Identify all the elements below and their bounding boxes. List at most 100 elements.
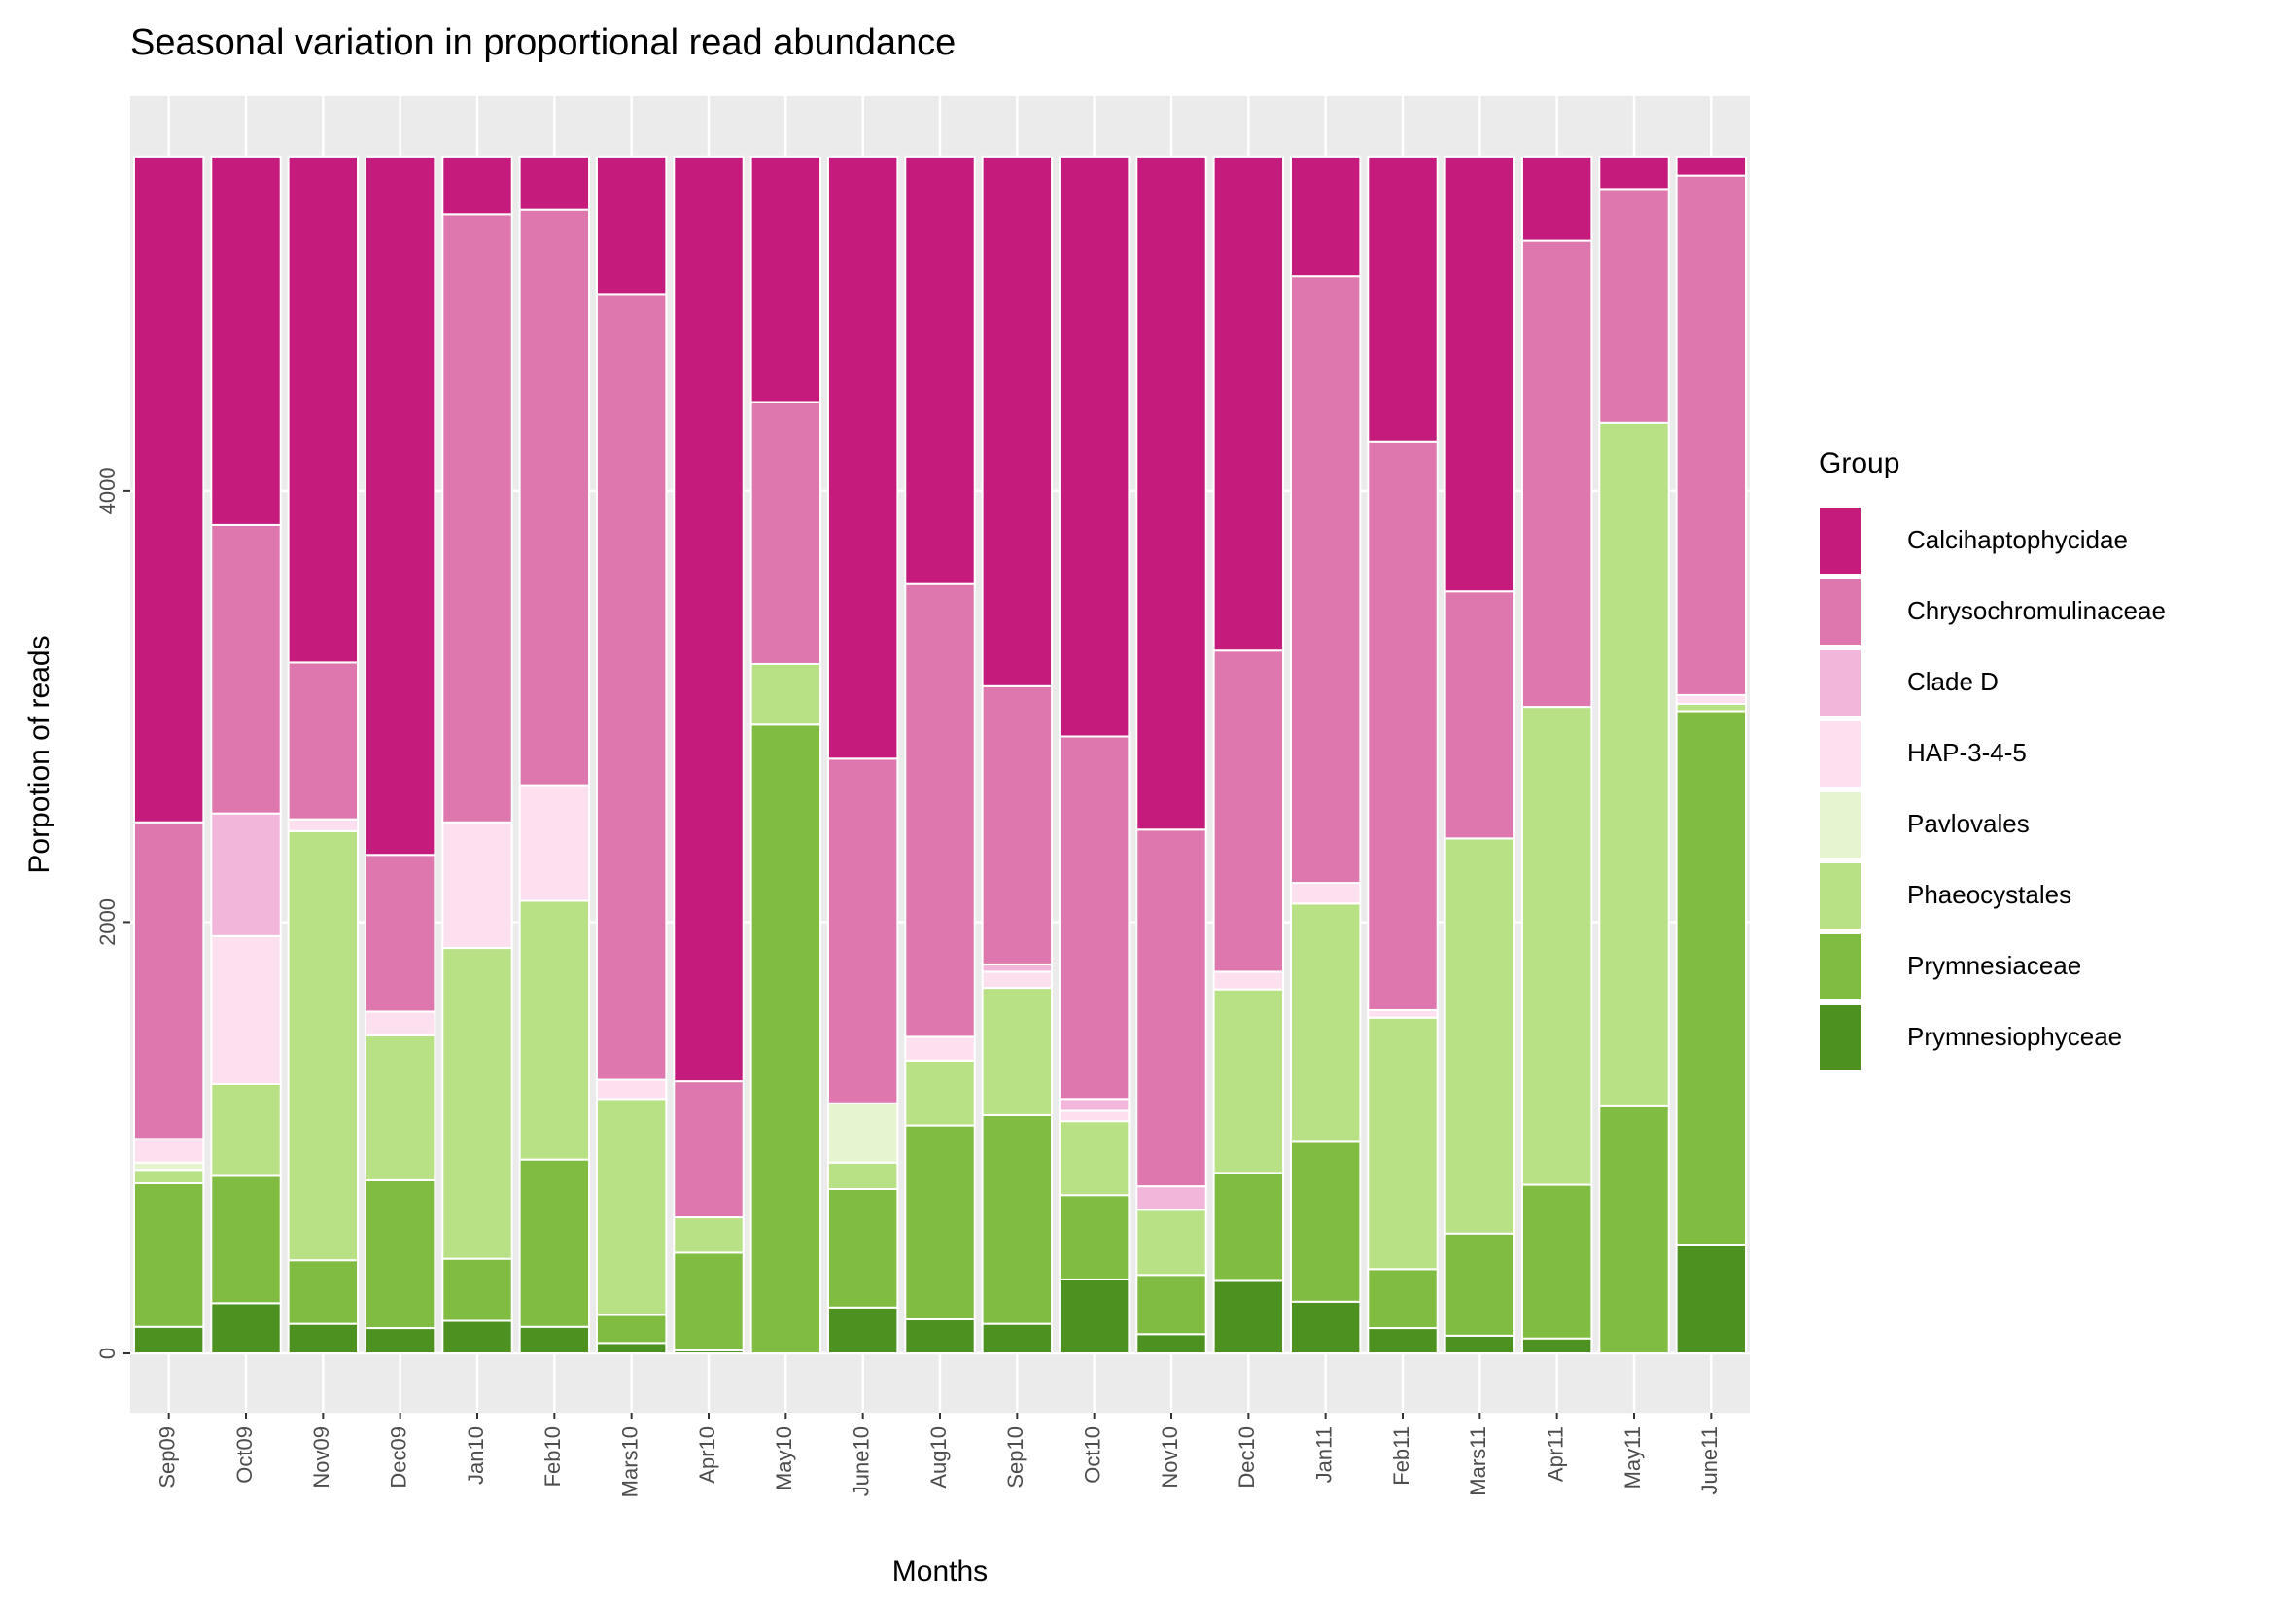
- bar-segment: [981, 963, 1054, 973]
- bar-segment: [210, 155, 282, 526]
- bar-segment: [518, 208, 591, 787]
- bar-segment: [1212, 970, 1285, 991]
- bar-segment: [1058, 155, 1131, 738]
- bar-segment: [1058, 1098, 1131, 1112]
- y-axis-title: Porpotion of reads: [23, 635, 55, 873]
- x-tick-label: Oct09: [232, 1426, 257, 1484]
- legend-key: [1818, 578, 1862, 647]
- bar-segment: [1135, 1274, 1207, 1336]
- y-tick-label: 0: [95, 1348, 120, 1359]
- bar-segment: [287, 155, 360, 664]
- bar-segment: [287, 1322, 360, 1355]
- bar-segment: [210, 1174, 282, 1305]
- x-tick-label: Sep09: [155, 1426, 179, 1489]
- bar-segment: [1058, 1120, 1131, 1197]
- bar-segment: [749, 155, 822, 403]
- bar-segment: [1289, 1140, 1362, 1303]
- bar-segment: [1212, 988, 1285, 1174]
- bar-segment: [981, 684, 1054, 965]
- bar-segment: [1675, 155, 1748, 177]
- bar-segment: [364, 1010, 436, 1036]
- bar-segment: [1135, 155, 1207, 831]
- bar-segment: [1367, 1327, 1439, 1355]
- bar-segment: [287, 818, 360, 832]
- bar-segment: [1058, 1109, 1131, 1123]
- bar-segment: [441, 1257, 513, 1322]
- bar-segment: [673, 1216, 745, 1254]
- x-tick-label: Aug10: [926, 1426, 951, 1489]
- legend-label: Chrysochromulinaceae: [1907, 596, 2166, 625]
- x-tick-label: Oct10: [1080, 1426, 1104, 1484]
- bar-segment: [132, 1138, 205, 1164]
- x-axis-title: Months: [892, 1556, 988, 1588]
- legend-label: Clade D: [1907, 667, 1999, 696]
- bar-segment: [904, 1124, 976, 1320]
- bar-segment: [1212, 155, 1285, 652]
- y-tick-label: 4000: [95, 467, 120, 514]
- bar-segment: [1444, 837, 1516, 1235]
- bar-segment: [1444, 590, 1516, 840]
- x-tick-label: June10: [849, 1426, 873, 1496]
- legend-label: HAP-3-4-5: [1907, 738, 2027, 767]
- bar-segment: [1520, 155, 1593, 242]
- bar-segment: [441, 1319, 513, 1355]
- bar-segment: [1444, 1232, 1516, 1337]
- bar-segment: [1444, 1334, 1516, 1355]
- x-tick-label: Jan11: [1311, 1426, 1336, 1483]
- bar-segment: [595, 155, 668, 296]
- bar-segment: [826, 1188, 899, 1309]
- bar-segment: [518, 899, 591, 1161]
- legend-key: [1818, 1003, 1862, 1072]
- bar-segment: [1598, 188, 1670, 424]
- bar-segment: [1289, 1300, 1362, 1355]
- bar-segment: [1289, 902, 1362, 1143]
- bar-segment: [518, 1158, 591, 1328]
- x-tick-label: Dec10: [1235, 1426, 1259, 1489]
- legend-key: [1818, 648, 1862, 718]
- bar-segment: [1367, 440, 1439, 1011]
- bar-segment: [364, 854, 436, 1013]
- x-tick-label: Nov10: [1158, 1426, 1182, 1489]
- bar-segment: [904, 1317, 976, 1355]
- legend-key: [1818, 790, 1862, 859]
- legend-key: [1818, 861, 1862, 930]
- bar-segment: [826, 1306, 899, 1355]
- bar-segment: [210, 523, 282, 815]
- bar-segment: [673, 1251, 745, 1351]
- bar-segment: [826, 155, 899, 760]
- bar-segment: [981, 987, 1054, 1116]
- x-tick-label: May11: [1620, 1426, 1645, 1489]
- bar-segment: [1367, 1008, 1439, 1019]
- x-tick-label: Dec09: [386, 1426, 410, 1489]
- x-tick-label: May10: [772, 1426, 796, 1490]
- bar-segment: [1520, 239, 1593, 709]
- bar-segment: [904, 1059, 976, 1127]
- bar-segment: [287, 661, 360, 821]
- x-tick-label: Apr10: [695, 1426, 719, 1484]
- bar-segment: [981, 155, 1054, 687]
- x-tick-label: June11: [1697, 1426, 1722, 1495]
- bar-segment: [441, 821, 513, 950]
- bar-segment: [595, 293, 668, 1081]
- bar-segment: [1058, 1194, 1131, 1280]
- bar-segment: [826, 1102, 899, 1164]
- bar-segment: [1289, 275, 1362, 885]
- legend-key: [1818, 932, 1862, 1001]
- bar-segment: [287, 1259, 360, 1325]
- chart-title: Seasonal variation in proportional read …: [130, 22, 956, 63]
- bar-segment: [981, 970, 1054, 990]
- bar-segment: [1520, 706, 1593, 1186]
- x-tick-label: Jan10: [464, 1426, 488, 1485]
- bar-segment: [210, 1302, 282, 1355]
- bar-segment: [441, 155, 513, 216]
- bar-segment: [1367, 155, 1439, 443]
- bar-segment: [826, 1161, 899, 1191]
- bar-segment: [1135, 1209, 1207, 1277]
- bar-segment: [1212, 649, 1285, 973]
- bar-segment: [518, 1325, 591, 1355]
- bar-segment: [1367, 1016, 1439, 1271]
- x-tick-label: Feb10: [540, 1426, 565, 1487]
- bar-segment: [441, 213, 513, 824]
- bar-segment: [1135, 828, 1207, 1188]
